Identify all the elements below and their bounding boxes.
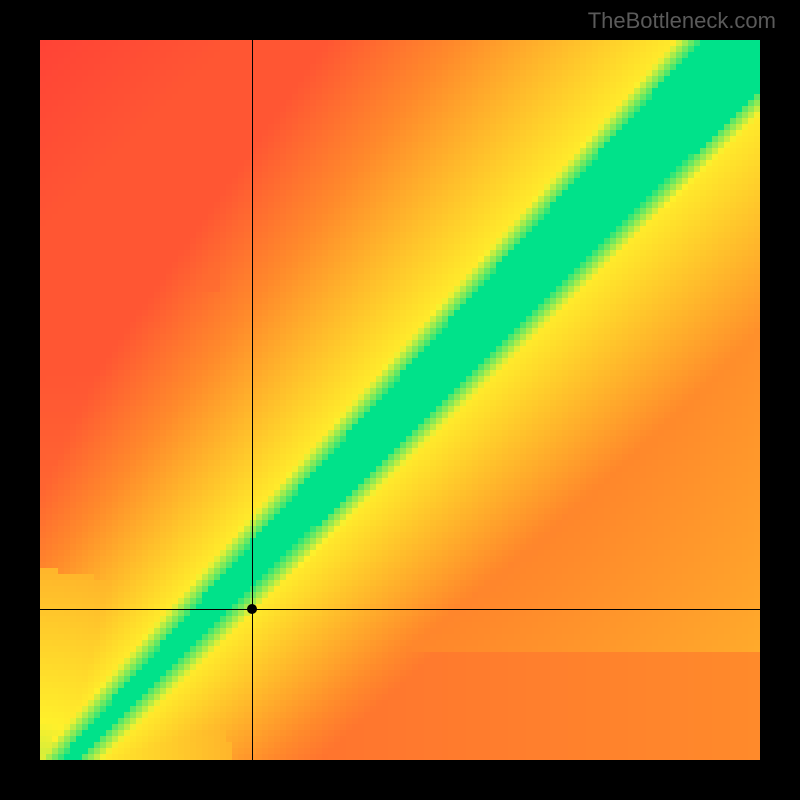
crosshair-horizontal bbox=[40, 609, 760, 610]
crosshair-vertical bbox=[252, 40, 253, 760]
heatmap-canvas bbox=[40, 40, 760, 760]
data-point-marker bbox=[247, 604, 257, 614]
heatmap-plot bbox=[40, 40, 760, 760]
watermark-text: TheBottleneck.com bbox=[588, 8, 776, 34]
